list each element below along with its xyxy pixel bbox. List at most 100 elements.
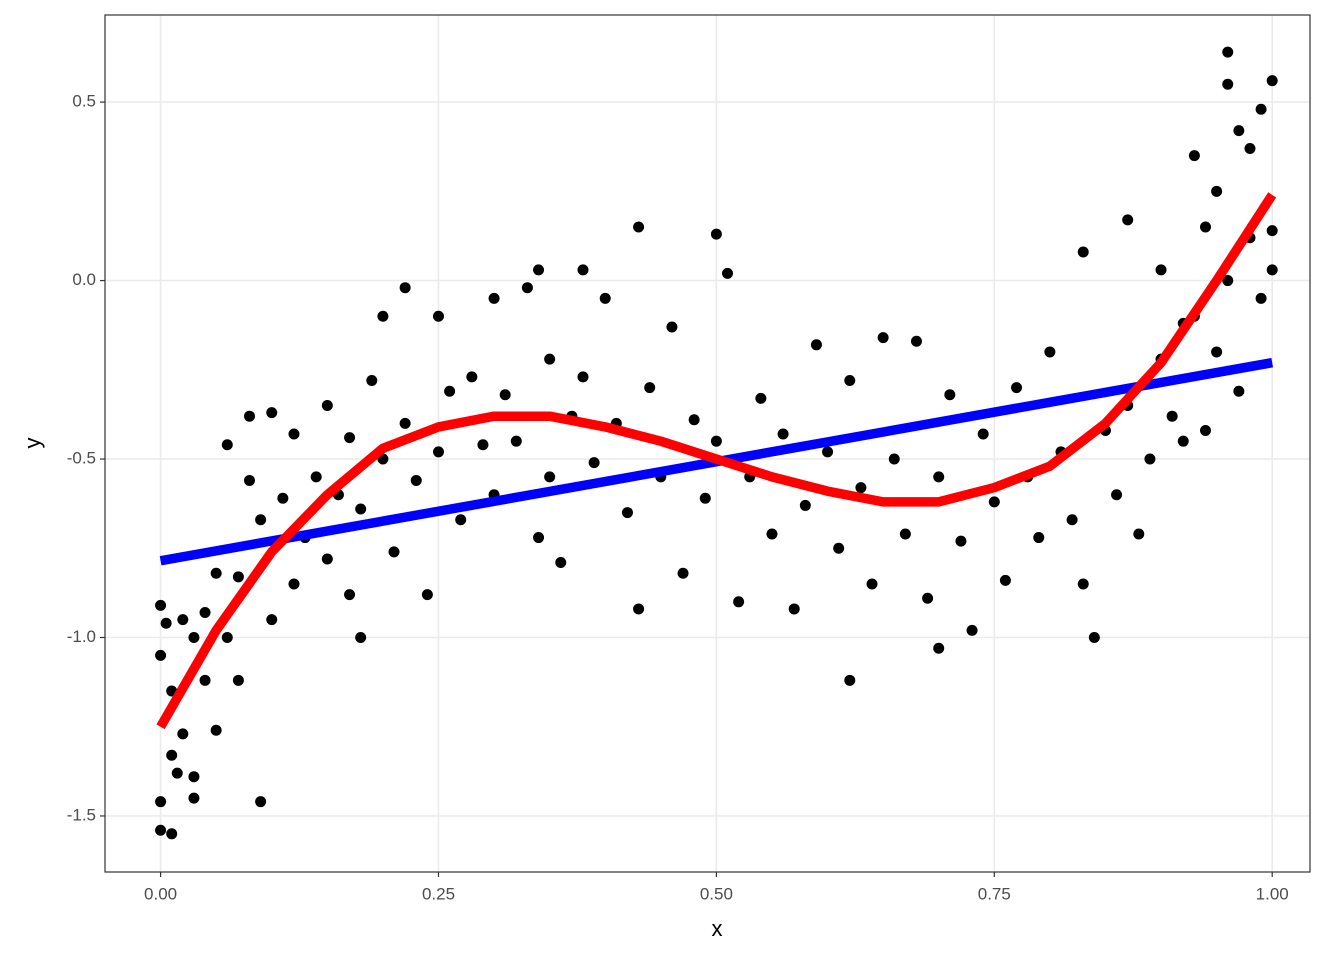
point (955, 535, 967, 547)
point (188, 792, 200, 804)
point (321, 553, 333, 565)
point (177, 728, 189, 740)
point (1044, 346, 1056, 358)
point (1033, 532, 1045, 544)
x-axis-title: x (712, 916, 723, 941)
point (221, 631, 233, 643)
point (788, 603, 800, 615)
point (633, 603, 645, 615)
point (1155, 264, 1167, 276)
point (699, 492, 711, 504)
point (533, 532, 545, 544)
point (310, 471, 322, 483)
point (1233, 125, 1245, 137)
point (688, 414, 700, 426)
point (321, 399, 333, 411)
point (1188, 150, 1200, 162)
point (1233, 385, 1245, 397)
point (677, 567, 689, 579)
point (1133, 528, 1145, 540)
x-tick-label: 0.25 (422, 884, 455, 903)
point (160, 617, 172, 629)
point (1166, 410, 1178, 422)
point (210, 567, 222, 579)
point (455, 514, 467, 526)
point (277, 492, 289, 504)
point (577, 371, 589, 383)
point (155, 599, 167, 611)
y-tick-label: -1.0 (67, 627, 96, 646)
point (910, 335, 922, 347)
point (799, 499, 811, 511)
point (288, 428, 300, 440)
point (477, 439, 489, 451)
point (255, 514, 267, 526)
point (1266, 225, 1278, 237)
fit-line (156, 192, 1277, 730)
y-tick-label: 0.5 (72, 92, 96, 111)
point (499, 389, 511, 401)
point (488, 292, 500, 304)
point (710, 435, 722, 447)
point (1177, 435, 1189, 447)
point (188, 771, 200, 783)
point (1066, 514, 1078, 526)
point (1122, 214, 1134, 226)
point (1255, 292, 1267, 304)
point (933, 471, 945, 483)
point (155, 824, 167, 836)
point (410, 474, 422, 486)
y-tick-label: -1.5 (67, 805, 96, 824)
point (199, 607, 211, 619)
point (432, 446, 444, 458)
y-tick-label: 0.0 (72, 270, 96, 289)
point (1266, 75, 1278, 87)
point (232, 571, 244, 583)
point (1255, 103, 1267, 115)
point (577, 264, 589, 276)
marks (155, 46, 1278, 840)
point (199, 674, 211, 686)
point (855, 482, 867, 494)
point (355, 631, 367, 643)
point (966, 624, 978, 636)
point (810, 339, 822, 351)
point (777, 428, 789, 440)
point (888, 453, 900, 465)
point (166, 828, 178, 840)
point (1266, 264, 1278, 276)
point (555, 557, 567, 569)
point (1111, 489, 1123, 501)
point (999, 574, 1011, 586)
point (244, 474, 256, 486)
point (899, 528, 911, 540)
point (933, 642, 945, 654)
point (1211, 185, 1223, 197)
point (766, 528, 778, 540)
point (388, 546, 400, 558)
point (544, 353, 556, 365)
point (266, 614, 278, 626)
point (255, 796, 267, 808)
point (1144, 453, 1156, 465)
point (177, 614, 189, 626)
point (922, 592, 934, 604)
point (833, 542, 845, 554)
point (1211, 346, 1223, 358)
point (633, 221, 645, 233)
point (621, 507, 633, 519)
point (421, 589, 433, 601)
point (399, 417, 411, 429)
point (722, 267, 734, 279)
point (210, 724, 222, 736)
point (1222, 78, 1234, 90)
x-tick-label: 0.50 (700, 884, 733, 903)
point (944, 389, 956, 401)
point (366, 375, 378, 387)
point (733, 596, 745, 608)
point (355, 503, 367, 515)
panel-border (104, 14, 1311, 873)
point (1200, 424, 1212, 436)
point (755, 392, 767, 404)
